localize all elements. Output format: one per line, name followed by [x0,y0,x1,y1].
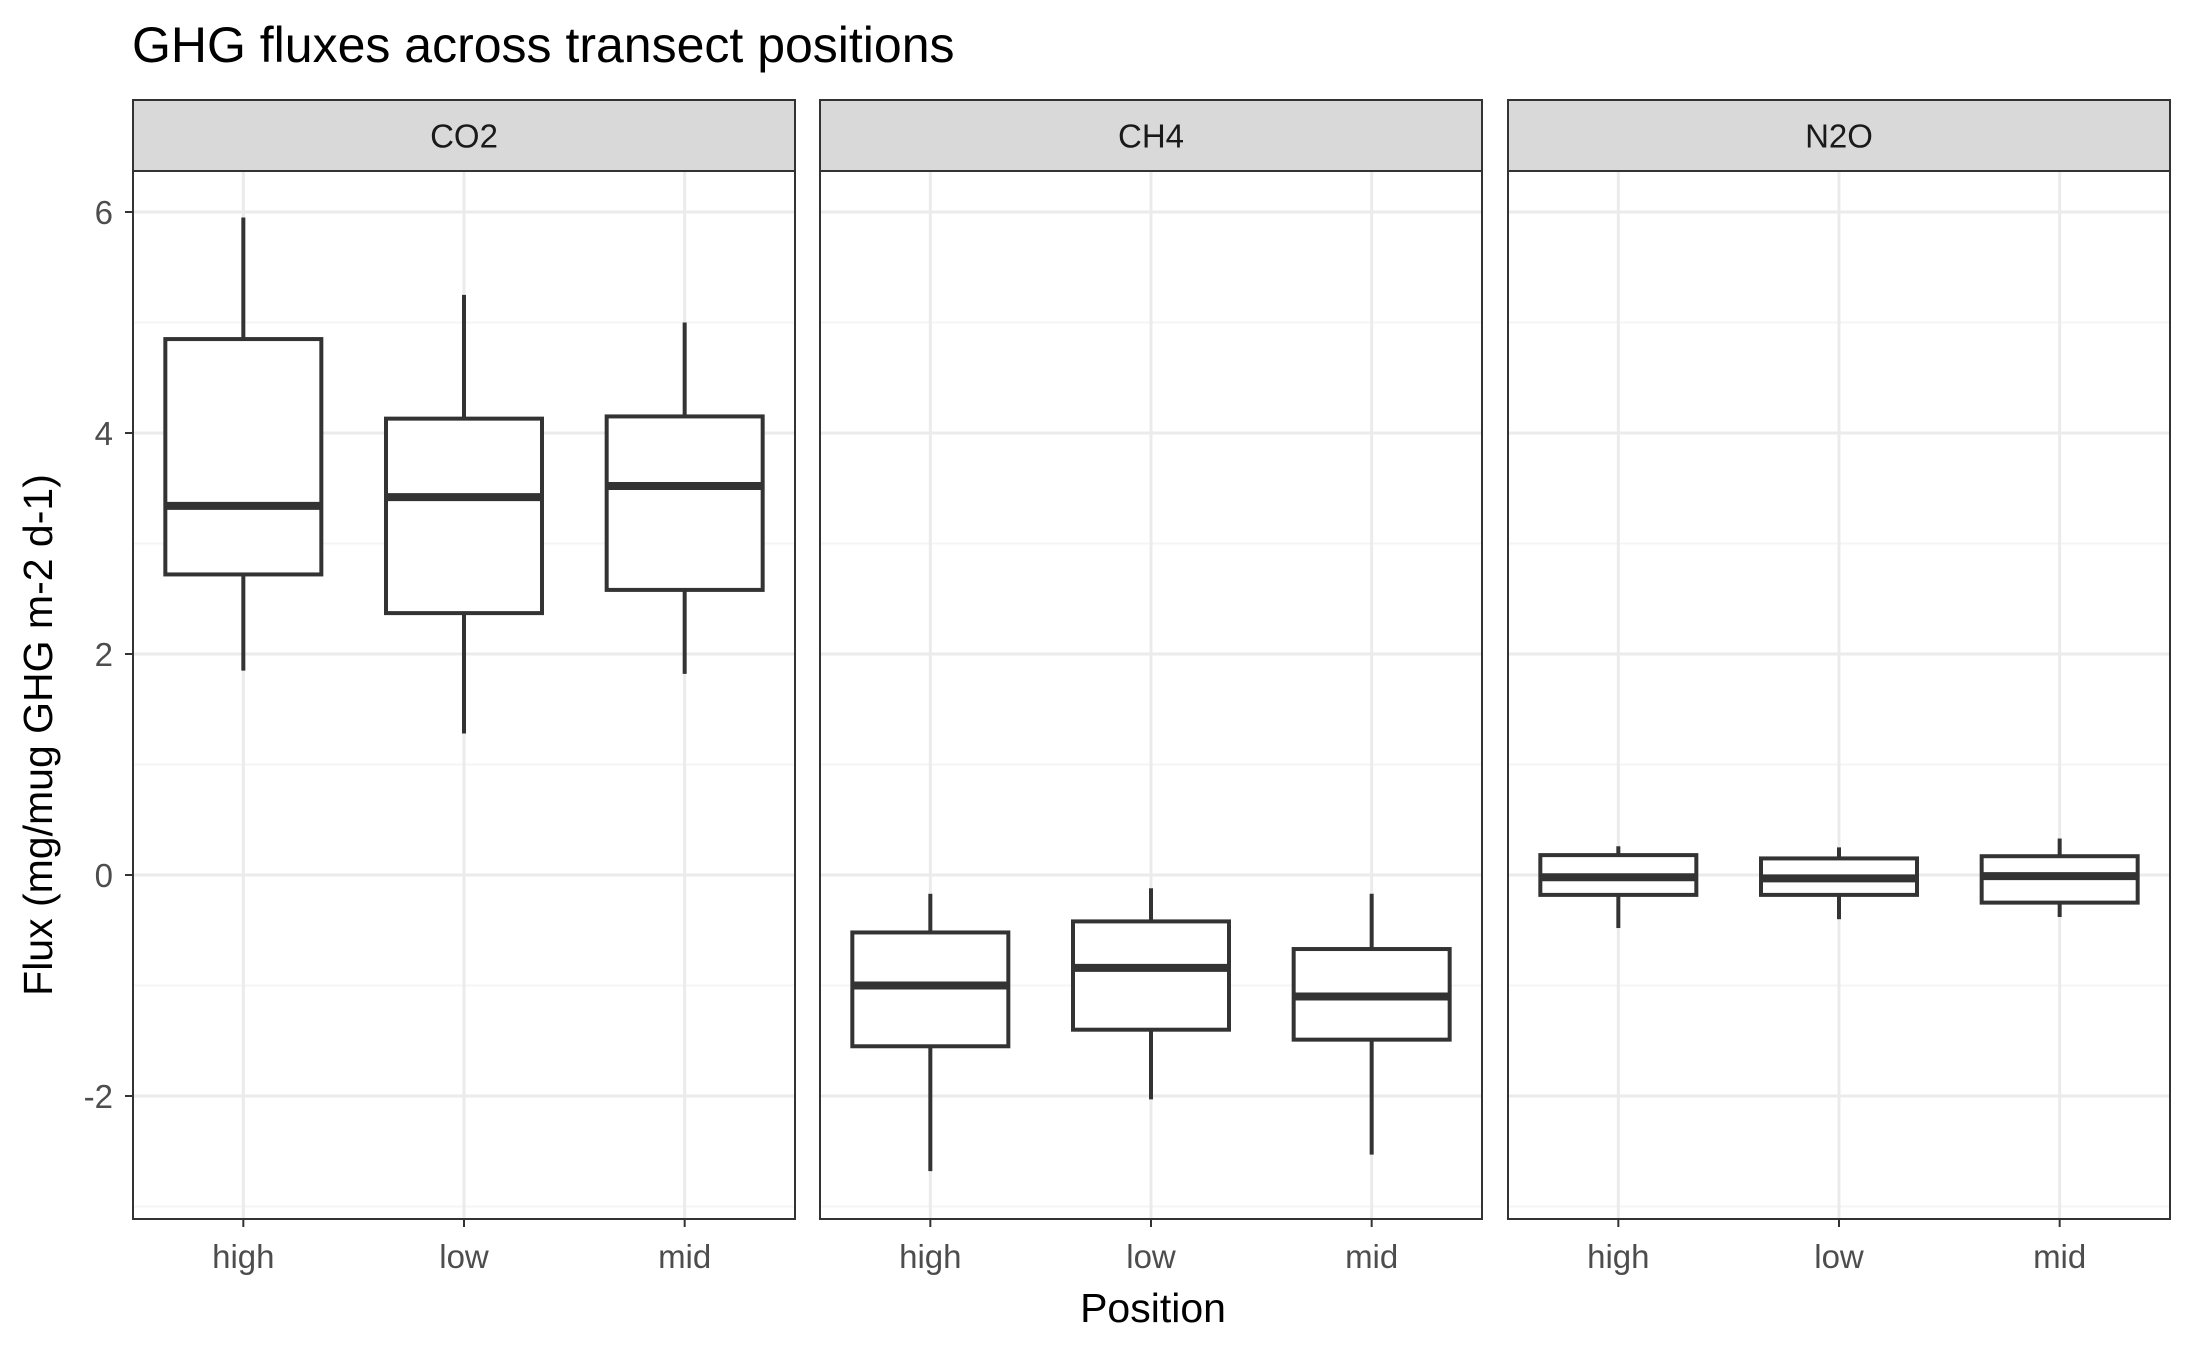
box-iqr [604,414,765,592]
x-tick-label: mid [658,1238,711,1275]
box-iqr [163,337,324,577]
y-tick-label: 4 [95,415,113,452]
x-tick-label: mid [2033,1238,2086,1275]
x-axis-title: Position [1080,1285,1226,1331]
y-tick-label: 2 [95,636,113,673]
x-tick-label: high [899,1238,961,1275]
box-n2o-mid [1979,838,2140,917]
box-ch4-mid [1291,893,1452,1155]
x-tick-label: mid [1345,1238,1398,1275]
facet-strip-label: CH4 [1118,118,1184,155]
x-tick-label: low [439,1238,489,1275]
facet-panels: CO2 high low mid -2 0 2 4 6 CH4 high low mid N2O high l… [84,99,2171,1275]
box-co2-high [163,217,324,671]
chart-title: GHG fluxes across transect positions [132,17,955,73]
box-co2-mid [604,322,765,674]
y-tick-label: 6 [95,194,113,231]
facet-strip [1507,99,2171,172]
x-tick-label: low [1814,1238,1864,1275]
box-co2-low [384,294,544,734]
x-tick-label: low [1126,1238,1176,1275]
y-tick-label: -2 [84,1078,113,1115]
facet-panel-co2: CO2 high low mid -2 0 2 4 6 [84,99,796,1275]
y-axis-title: Flux (mg/mug GHG m-2 d-1) [15,474,61,996]
box-ch4-high [850,893,1011,1172]
box-iqr [384,416,544,616]
facet-strip-label: CO2 [430,118,498,155]
box-iqr [1071,919,1231,1032]
y-tick-label: 0 [95,857,113,894]
facet-panel-n2o: N2O high low mid [1507,99,2171,1275]
box-n2o-high [1538,846,1699,929]
box-n2o-low [1759,847,1919,920]
x-tick-label: high [1587,1238,1649,1275]
facet-strip-label: N2O [1805,118,1873,155]
facet-strip [819,99,1483,172]
facet-panel-ch4: CH4 high low mid [819,99,1483,1275]
x-tick-label: high [212,1238,274,1275]
box-ch4-low [1071,888,1231,1100]
facet-strip [132,99,796,172]
